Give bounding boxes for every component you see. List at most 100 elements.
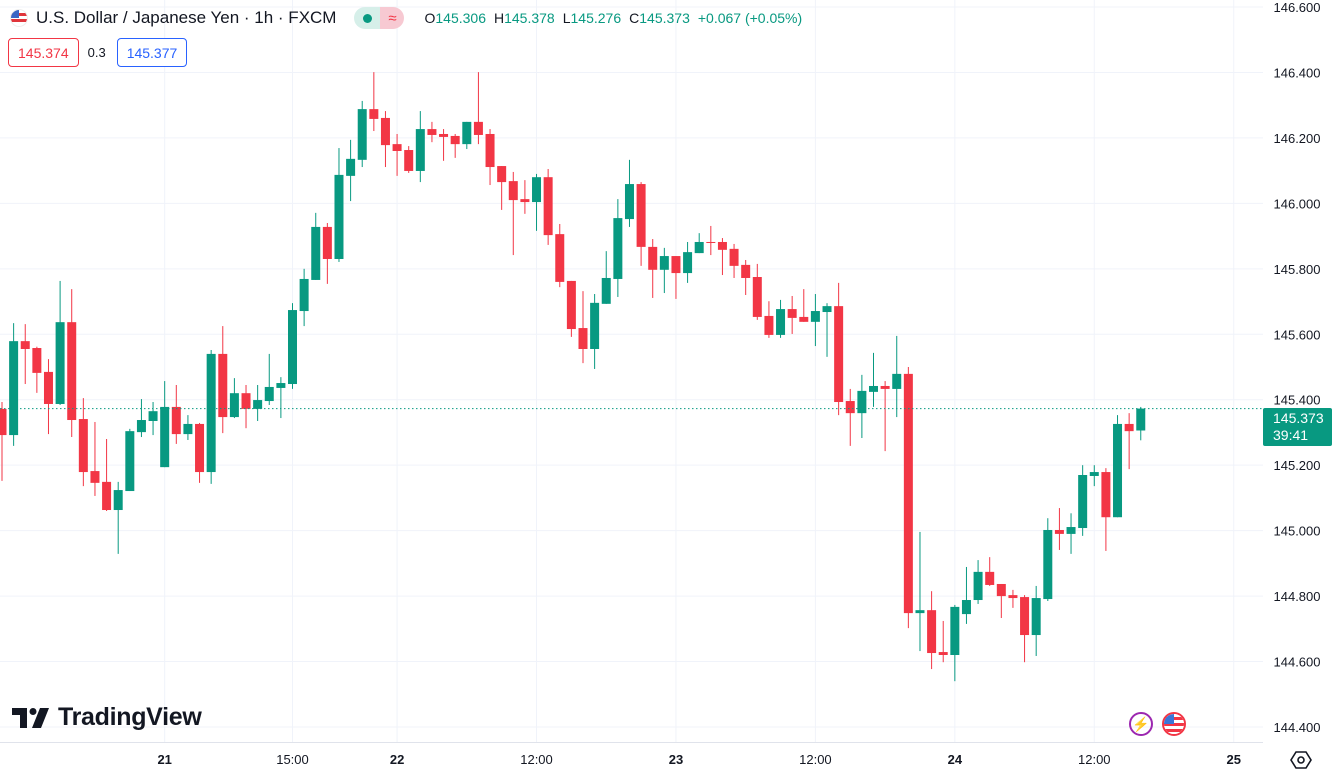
- candle-down: [787, 295, 797, 334]
- candle-up: [694, 233, 704, 254]
- candle-down: [985, 557, 995, 586]
- candle-down: [717, 238, 727, 276]
- time-axis-labels[interactable]: 21 15:00 22 12:00 23 12:00 24 12:00 25: [157, 752, 1241, 767]
- candle-down: [578, 291, 588, 364]
- candle-body: [334, 174, 344, 259]
- close-value: 145.373: [639, 10, 690, 26]
- price-tick-label: 145.400: [1274, 393, 1321, 408]
- candle-up: [113, 481, 123, 554]
- candle-down: [648, 239, 658, 298]
- candle-up: [229, 378, 239, 419]
- candle-body: [729, 248, 739, 266]
- symbol-title[interactable]: U.S. Dollar / Japanese Yen · 1h · FXCM: [36, 8, 337, 27]
- candle-body: [938, 652, 948, 655]
- candle-body: [903, 373, 913, 614]
- candle-down: [67, 289, 77, 438]
- candle-up: [160, 381, 170, 468]
- candle-body: [1089, 472, 1099, 476]
- candle-body: [776, 309, 786, 335]
- candle-body: [961, 600, 971, 615]
- price-tick-label: 145.200: [1274, 458, 1321, 473]
- candle-body: [532, 177, 542, 203]
- candle-body: [624, 184, 634, 220]
- candle-body: [973, 571, 983, 601]
- candle-down: [508, 171, 518, 256]
- candle-down: [845, 388, 855, 446]
- candle-body: [752, 277, 762, 317]
- candle-body: [566, 280, 576, 330]
- candle-body: [1008, 595, 1018, 599]
- time-tick-label: 25: [1226, 752, 1240, 767]
- candle-up: [125, 428, 135, 492]
- market-status[interactable]: ≈: [354, 7, 405, 29]
- candle-body: [78, 419, 88, 473]
- change-value: +0.067 (+0.05%): [697, 10, 803, 26]
- candle-body: [195, 423, 205, 473]
- candle-up: [148, 402, 158, 436]
- candle-body: [322, 226, 332, 259]
- candle-down: [729, 243, 739, 278]
- candle-body: [357, 109, 367, 160]
- candle-up: [683, 241, 693, 283]
- candle-down: [427, 121, 437, 143]
- candle-body: [20, 341, 30, 349]
- candle-body: [183, 423, 193, 435]
- candle-up: [1089, 465, 1099, 487]
- candle-down: [671, 256, 681, 299]
- candle-body: [613, 218, 623, 279]
- candle-down: [485, 129, 495, 186]
- candle-down: [566, 280, 576, 337]
- candle-down: [78, 398, 88, 487]
- candle-down: [369, 72, 379, 132]
- candle-body: [590, 302, 600, 349]
- us-jp-flag-icon: [10, 9, 28, 27]
- time-tick-label: 15:00: [276, 752, 309, 767]
- candle-down: [1101, 468, 1111, 551]
- candle-body: [218, 353, 228, 418]
- candle-down: [102, 439, 112, 511]
- candle-up: [961, 566, 971, 624]
- candle-body: [857, 390, 867, 414]
- candle-body: [834, 306, 844, 403]
- candle-up: [346, 139, 356, 202]
- candle-up: [1078, 465, 1088, 536]
- price-axis[interactable]: [1263, 0, 1337, 742]
- candle-body: [346, 158, 356, 176]
- candle-body: [288, 310, 297, 385]
- candle-down: [392, 133, 402, 176]
- candle-down: [834, 282, 844, 416]
- chart-settings-icon[interactable]: [1290, 749, 1312, 771]
- candle-body: [102, 481, 112, 511]
- symbol-header[interactable]: U.S. Dollar / Japanese Yen · 1h · FXCM ≈…: [10, 6, 802, 30]
- candle-up: [183, 415, 193, 440]
- candle-up: [532, 173, 542, 231]
- sell-button[interactable]: 145.374: [8, 38, 79, 67]
- candle-down: [1008, 589, 1018, 608]
- candle-body: [520, 199, 530, 203]
- candle-body: [1054, 529, 1064, 534]
- candle-body: [1066, 527, 1076, 534]
- candle-down: [90, 421, 100, 496]
- time-tick-label: 12:00: [1078, 752, 1111, 767]
- us-economic-event-icon[interactable]: [1162, 712, 1186, 736]
- candle-down: [450, 133, 460, 158]
- candle-up: [590, 294, 600, 369]
- candle-body: [764, 315, 774, 335]
- candle-body: [136, 420, 146, 433]
- candle-down: [20, 324, 30, 385]
- candle-body: [683, 252, 693, 274]
- candle-up: [462, 121, 472, 150]
- price-tick-label: 144.800: [1274, 589, 1321, 604]
- high-value: 145.378: [504, 10, 555, 26]
- buy-button[interactable]: 145.377: [116, 38, 188, 67]
- lightning-event-icon[interactable]: ⚡: [1129, 712, 1153, 736]
- candle-body: [822, 306, 832, 313]
- candle-down: [555, 223, 565, 288]
- candle-down: [241, 385, 251, 429]
- candle-up: [1136, 406, 1146, 441]
- tradingview-logo[interactable]: TradingView: [12, 703, 202, 732]
- candle-up: [136, 399, 146, 438]
- candle-down: [473, 72, 483, 145]
- candle-up: [1066, 513, 1076, 554]
